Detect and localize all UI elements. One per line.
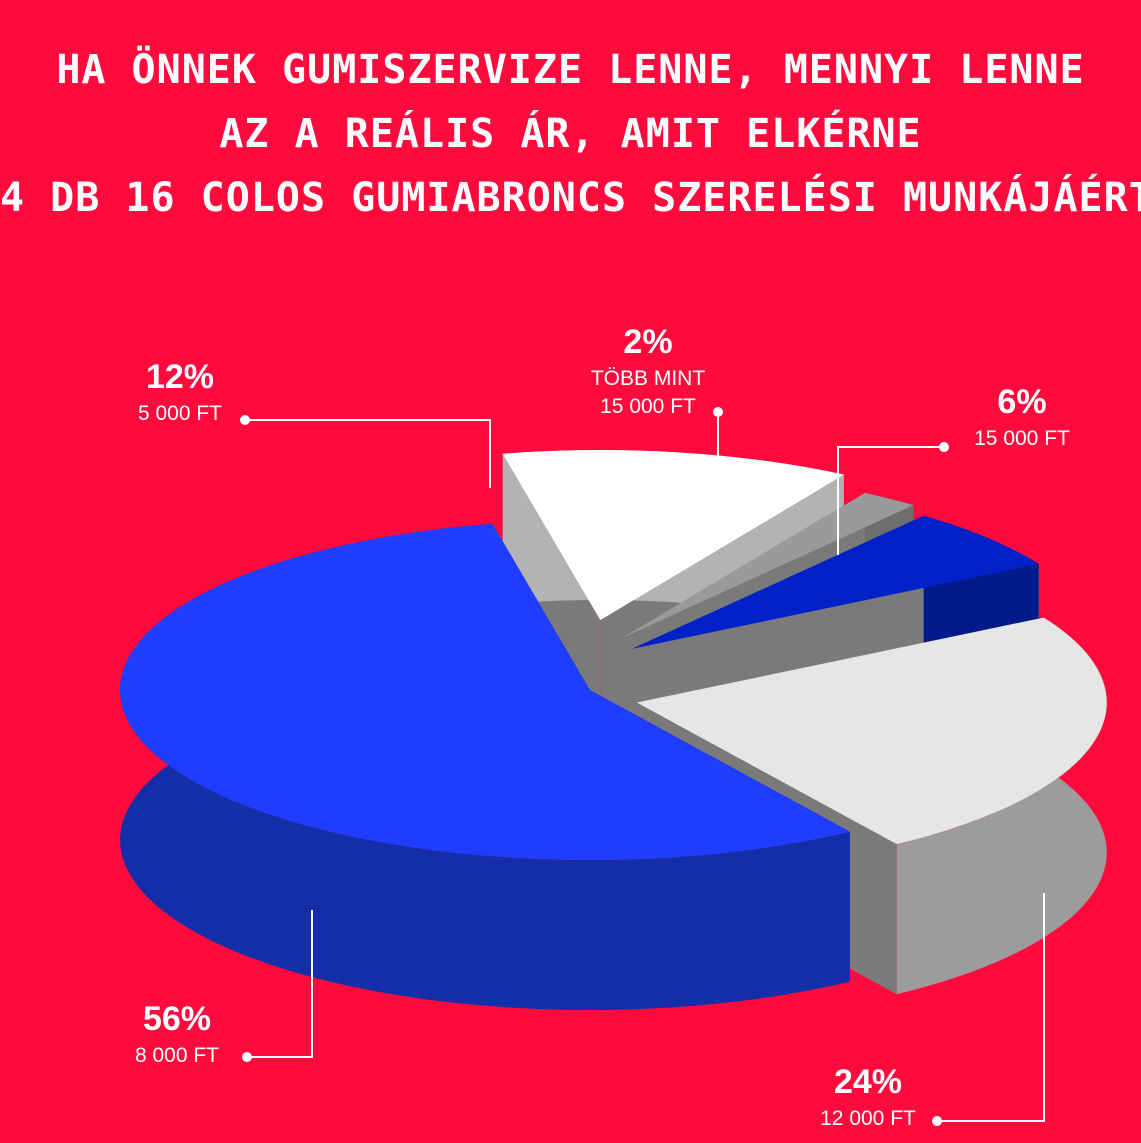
leader-dot: [240, 415, 250, 425]
slice-top: [502, 450, 844, 621]
leader-line: [247, 910, 313, 1058]
title-line-1: HA ÖNNEK GUMISZERVIZE LENNE, MENNYI LENN…: [56, 47, 1085, 93]
slice-top: [119, 523, 851, 861]
slice-top: [631, 515, 1039, 649]
slice-label-4: 24% 12 000 FT: [820, 893, 1045, 1130]
leader-dot: [932, 1116, 942, 1126]
slice-percent-label: 6%: [997, 383, 1046, 421]
title-line-3: 4 DB 16 COLOS GUMIABRONCS SZERELÉSI MUNK…: [0, 175, 1141, 221]
slice-category-label: TÖBB MINT: [591, 367, 706, 390]
pie-slice-5: [119, 523, 851, 1010]
leader-dot: [242, 1052, 252, 1062]
slice-category-label: 12 000 FT: [820, 1107, 916, 1130]
slice-label-2: 2% TÖBB MINT 15 000 FT: [591, 323, 723, 500]
slice-top: [636, 617, 1107, 845]
slice-label-5: 56% 8 000 FT: [135, 910, 313, 1067]
slice-category-label: 5 000 FT: [138, 402, 222, 425]
slice-label-1: 12% 5 000 FT: [138, 358, 491, 488]
slice-percent-label: 2%: [623, 323, 672, 361]
slice-label-3: 6% 15 000 FT: [837, 383, 1070, 555]
slice-top: [621, 492, 914, 639]
leader-dot: [713, 407, 723, 417]
slice-percent-label: 12%: [146, 358, 214, 396]
leader-dot: [939, 442, 949, 452]
chart-title: HA ÖNNEK GUMISZERVIZE LENNE, MENNYI LENN…: [0, 38, 1141, 230]
slice-percent-label: 56%: [143, 1000, 211, 1038]
slice-percent-label: 24%: [834, 1063, 902, 1101]
leader-line: [837, 446, 944, 555]
title-line-2: AZ A REÁLIS ÁR, AMIT ELKÉRNE: [219, 111, 922, 157]
leader-line: [937, 893, 1045, 1122]
slice-category-label: 15 000 FT: [974, 427, 1070, 450]
leader-line: [245, 419, 491, 488]
slice-category-label: 8 000 FT: [135, 1044, 219, 1067]
slice-category-label: 15 000 FT: [600, 395, 696, 418]
